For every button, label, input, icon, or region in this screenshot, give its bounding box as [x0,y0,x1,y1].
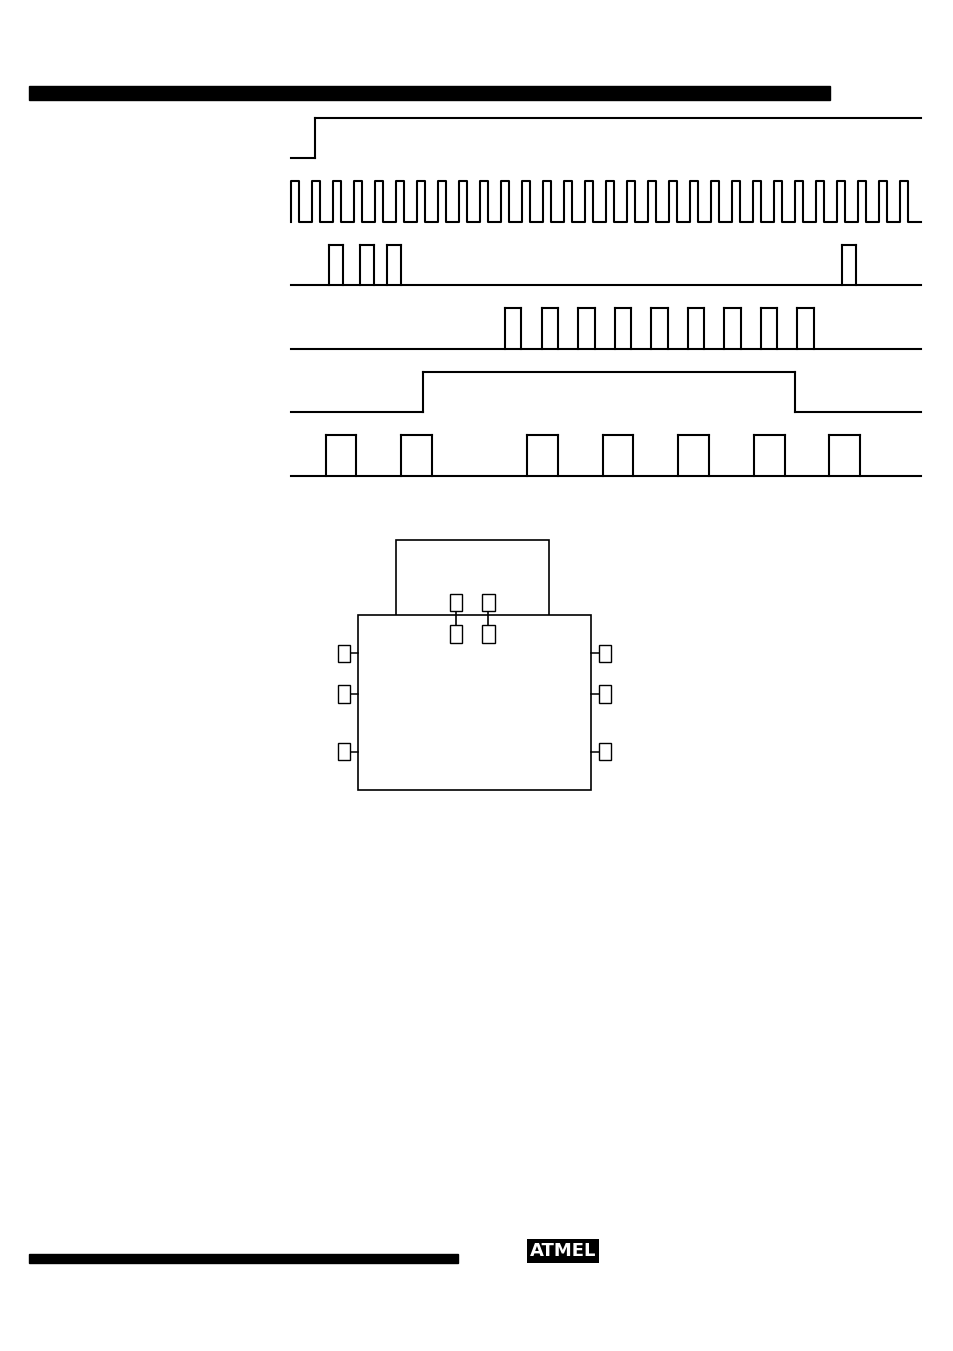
Bar [482,593,495,611]
Bar [449,626,461,643]
Bar [357,615,591,790]
Bar [449,593,461,611]
Bar [29,86,829,100]
Text: ATMEL: ATMEL [529,1242,596,1260]
Bar [598,685,611,703]
Bar [29,1254,457,1263]
Bar [337,685,350,703]
Text: ATMEL: ATMEL [529,1242,596,1260]
Bar [598,644,611,662]
Bar [337,644,350,662]
Bar [482,626,495,643]
Bar [395,540,548,621]
Bar [598,743,611,761]
Bar [337,743,350,761]
